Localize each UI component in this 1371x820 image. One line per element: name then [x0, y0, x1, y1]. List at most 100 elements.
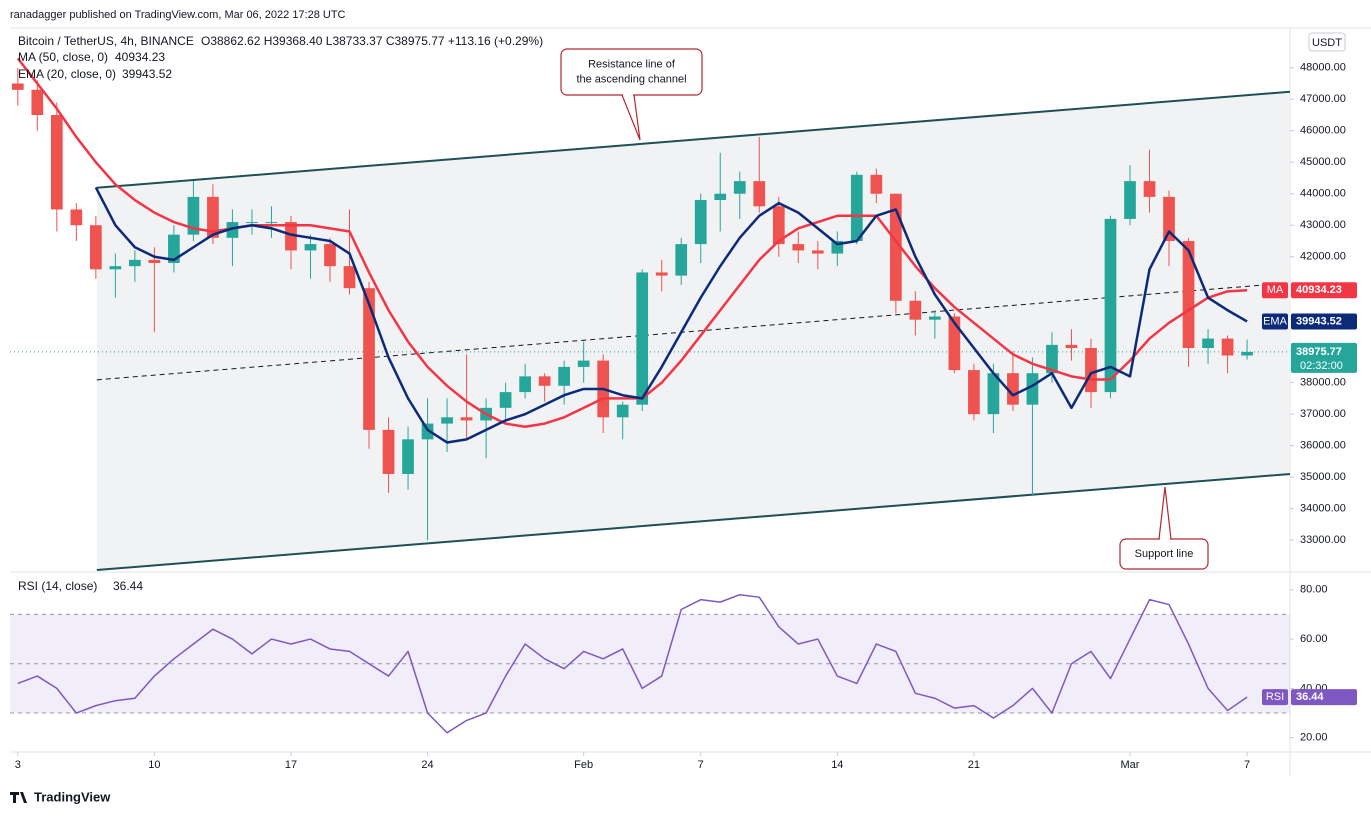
channel-upper-line — [96, 90, 1291, 189]
callout-pointer — [1158, 486, 1172, 540]
candle-body — [929, 316, 941, 320]
candle-body — [226, 222, 239, 238]
tag-label-box — [1262, 313, 1288, 330]
x-tick-label: 21 — [968, 759, 980, 771]
rsi-line — [17, 593, 1248, 734]
tag-label-box — [1262, 282, 1288, 299]
y-tick-label: 47000.00 — [1300, 93, 1346, 105]
candle-body — [265, 222, 278, 224]
candle-body — [1046, 344, 1058, 374]
candle-body — [1221, 338, 1234, 356]
candle-body — [499, 392, 512, 408]
candle-body — [148, 259, 161, 264]
x-tick-label: Mar — [1121, 759, 1140, 771]
candle-body — [109, 266, 122, 270]
y-tick-label: 42000.00 — [1300, 251, 1346, 263]
footer-logo — [10, 792, 27, 803]
candle-body — [363, 288, 375, 430]
candle-body — [968, 370, 980, 415]
candle-body — [753, 181, 766, 207]
rsi-y-tick-label: 60.00 — [1300, 633, 1328, 645]
candle-body — [1026, 373, 1039, 405]
candle-body — [285, 222, 297, 251]
candle-body — [519, 376, 531, 393]
ema-legend-value: 39943.52 — [122, 67, 172, 81]
annotation-text: Support line — [1135, 548, 1194, 560]
y-tick-label: 36000.00 — [1300, 440, 1346, 452]
candle-body — [1085, 348, 1097, 393]
tag-value: 40934.23 — [1296, 284, 1342, 296]
candle-body — [772, 206, 785, 245]
candle-body — [343, 266, 356, 289]
candle-body — [168, 234, 180, 264]
x-tick-label: 7 — [1244, 759, 1250, 771]
candle-body — [577, 360, 590, 367]
y-tick-label: 48000.00 — [1300, 62, 1346, 74]
candle-body — [948, 316, 961, 371]
candle-body — [811, 250, 824, 254]
y-tick-label: 43000.00 — [1300, 219, 1346, 231]
candle-body — [207, 196, 219, 238]
channel-layer — [96, 90, 1291, 571]
ma-legend: MA (50, close, 0) — [18, 50, 108, 64]
candle-body — [1163, 196, 1175, 241]
candle-body — [50, 115, 63, 210]
annotation-text: Resistance line of — [588, 58, 676, 70]
candle-body — [636, 272, 649, 405]
y-tick-label: 35000.00 — [1300, 471, 1346, 483]
currency: USDT — [1312, 37, 1342, 49]
header: ranadagger published on TradingView.com,… — [10, 9, 346, 21]
callout-box — [560, 48, 703, 96]
candle-body — [460, 417, 473, 421]
tag-label: MA — [1267, 284, 1284, 296]
candle-body — [831, 240, 844, 254]
candle-body — [909, 300, 922, 320]
candle-body — [304, 244, 317, 251]
rsi-y-tick-label: 80.00 — [1300, 584, 1328, 596]
candle-body — [870, 174, 883, 194]
callout-pointer — [621, 94, 641, 141]
channel-lower-line — [96, 472, 1291, 571]
annotation-text: the ascending channel — [576, 73, 686, 85]
countdown: 02:32:00 — [1300, 360, 1343, 372]
tag-label-box — [1262, 689, 1288, 706]
tag-label: RSI — [1266, 691, 1284, 703]
last-price: 38975.77 — [1296, 346, 1342, 358]
candle-body — [987, 373, 1000, 415]
candle-body — [129, 259, 141, 267]
last-price-box — [1291, 342, 1357, 373]
x-tick-label: 3 — [15, 759, 21, 771]
rsi-y-tick-label: 20.00 — [1300, 732, 1328, 744]
x-tick-label: 14 — [831, 759, 843, 771]
moving-average-line — [94, 186, 1248, 444]
candle-body — [616, 404, 629, 418]
y-tick-label: 38000.00 — [1300, 377, 1346, 389]
candle-body — [733, 181, 746, 194]
tag-value-box — [1291, 313, 1357, 330]
x-tick-label: 17 — [285, 759, 297, 771]
y-tick-label: 34000.00 — [1300, 503, 1346, 515]
x-tick-label: 7 — [698, 759, 704, 771]
candle-body — [31, 89, 44, 116]
ohlc: O38862.62 H39368.40 L38733.37 C38975.77 … — [201, 34, 543, 48]
candle-body — [850, 174, 863, 241]
rsi-legend-value: 36.44 — [113, 579, 143, 593]
y-tick-label: 37000.00 — [1300, 408, 1346, 420]
candle-body — [558, 366, 570, 386]
candle-body — [90, 225, 102, 270]
currency-box — [1308, 32, 1346, 52]
candle-body — [246, 222, 258, 224]
candle-body — [11, 83, 24, 90]
tag-value-box — [1291, 689, 1357, 706]
ema-legend: EMA (20, close, 0) — [18, 67, 116, 81]
x-tick-label: Feb — [574, 759, 593, 771]
tag-value: 36.44 — [1296, 691, 1324, 703]
ma-legend-value: 40934.23 — [115, 50, 165, 64]
moving-average-line — [16, 57, 1248, 428]
candle-body — [70, 209, 83, 226]
candle-body — [1007, 373, 1019, 405]
candle-body — [187, 196, 200, 235]
tag-value: 39943.52 — [1296, 315, 1342, 327]
rsi-layer — [10, 593, 1290, 734]
candle-body — [675, 244, 688, 276]
